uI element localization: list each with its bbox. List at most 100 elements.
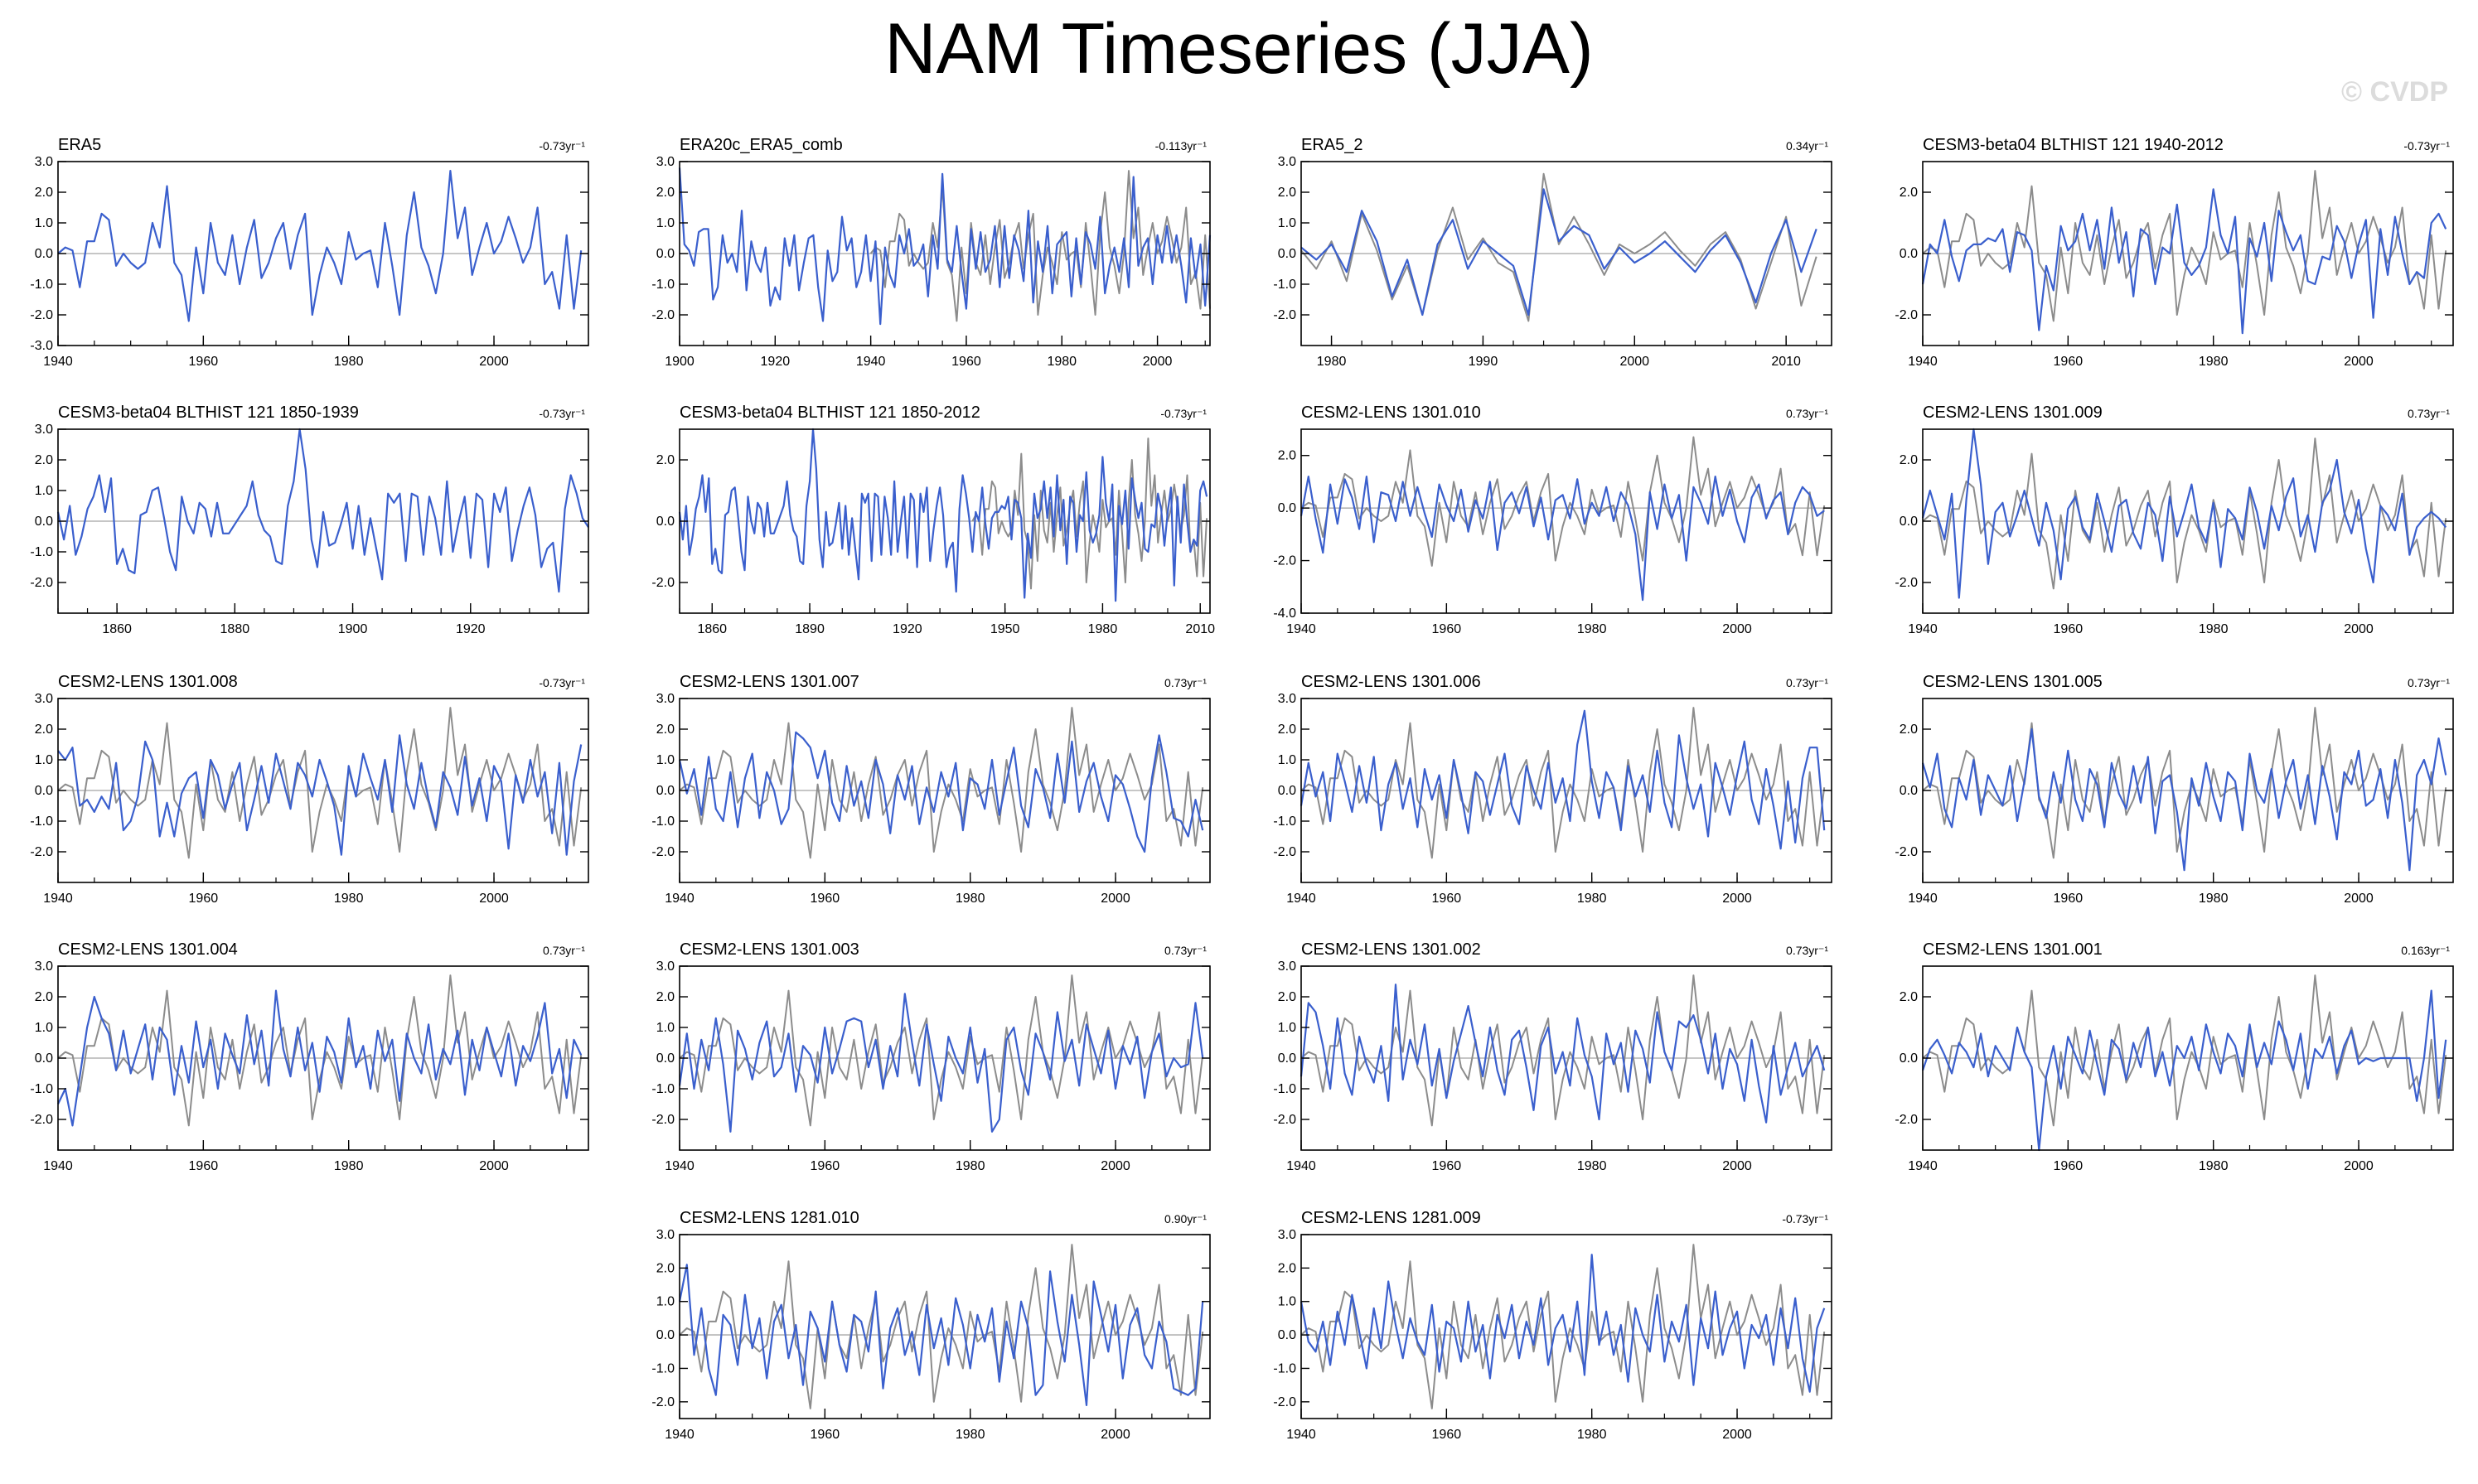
x-tick-label: 1900	[338, 622, 368, 636]
x-tick-label: 1980	[956, 1428, 985, 1442]
y-tick-label: -2.0	[651, 845, 675, 859]
trend-label: 0.163yr⁻¹	[2401, 944, 2450, 957]
x-tick-label: 1960	[189, 1159, 219, 1173]
chart-panel-9: CESM2-LENS 1301.007 0.73yr⁻¹ 3.0 2.0 1.0 0.0 -…	[651, 673, 1211, 906]
y-tick-label: 2.0	[1278, 990, 1296, 1004]
cvdp-watermark: © CVDP	[2341, 76, 2448, 108]
chart-panel-16: CESM2-LENS 1281.010 0.90yr⁻¹ 3.0 2.0 1.0 0.0 -…	[651, 1209, 1211, 1442]
x-tick-label: 2000	[2344, 1159, 2374, 1173]
obs-series-line	[1300, 1244, 1826, 1409]
model-series-line	[57, 734, 583, 856]
panel-title: ERA5_2	[1301, 136, 1363, 154]
x-tick-label: 1980	[2199, 622, 2229, 636]
y-tick-label: 0.0	[656, 515, 675, 529]
model-series-line	[678, 731, 1204, 853]
y-tick-label: 2.0	[1900, 990, 1918, 1004]
panel-title: CESM2-LENS 1281.009	[1301, 1209, 1481, 1227]
y-tick-label: -2.0	[651, 1113, 675, 1127]
trend-label: -0.73yr⁻¹	[539, 407, 585, 420]
x-tick-label: 1980	[2199, 892, 2229, 906]
x-tick-label: 2000	[479, 892, 509, 906]
chart-panel-6: CESM2-LENS 1301.010 0.73yr⁻¹ 2.0 0.0 -2.0 -4.…	[1273, 404, 1832, 636]
y-tick-label: -2.0	[30, 1113, 53, 1127]
y-tick-label: 3.0	[1278, 960, 1296, 974]
chart-panel-15: CESM2-LENS 1301.001 0.163yr⁻¹ 2.0 0.0 -2.0 19…	[1895, 940, 2454, 1173]
x-tick-label: 1940	[43, 1159, 73, 1173]
y-tick-label: -1.0	[30, 278, 53, 292]
panel-title: CESM2-LENS 1301.008	[58, 673, 238, 691]
obs-series-line	[679, 1244, 1204, 1409]
model-series-line	[678, 428, 1208, 602]
obs-series-line	[1922, 170, 2447, 322]
model-series-line	[1921, 989, 2447, 1152]
x-tick-label: 1960	[811, 1428, 840, 1442]
y-tick-label: 2.0	[1278, 449, 1296, 463]
y-tick-label: 0.0	[35, 247, 53, 261]
x-tick-label: 1980	[2199, 1159, 2229, 1173]
panel-title: CESM2-LENS 1301.004	[58, 940, 238, 959]
x-tick-label: 2000	[1619, 355, 1649, 369]
y-tick-label: 2.0	[1900, 186, 1918, 200]
y-tick-label: -2.0	[1273, 308, 1296, 322]
x-tick-label: 1940	[1908, 622, 1938, 636]
x-tick-label: 1960	[951, 355, 981, 369]
obs-series-line	[1300, 436, 1826, 567]
model-series-line	[678, 1264, 1204, 1406]
y-tick-label: 1.0	[35, 1021, 53, 1035]
chart-panel-4: CESM3-beta04 BLTHIST 121 1850-1939 -0.73y…	[30, 404, 589, 636]
model-series-line	[1299, 709, 1826, 850]
x-tick-label: 1980	[1317, 355, 1347, 369]
x-tick-label: 1950	[990, 622, 1020, 636]
y-tick-label: 3.0	[1278, 155, 1296, 169]
obs-series-line	[57, 707, 583, 859]
x-tick-label: 1860	[697, 622, 727, 636]
trend-label: 0.73yr⁻¹	[1786, 407, 1828, 420]
panel-title: CESM2-LENS 1301.005	[1923, 673, 2103, 691]
obs-series-line	[869, 170, 1211, 322]
x-tick-label: 1940	[1908, 892, 1938, 906]
model-series-line	[1299, 984, 1826, 1124]
obs-series-line	[1300, 172, 1817, 322]
model-series-line	[1300, 188, 1817, 317]
y-tick-label: 2.0	[1278, 1261, 1296, 1275]
y-tick-label: 0.0	[35, 1051, 53, 1066]
x-tick-label: 2000	[1101, 892, 1130, 906]
y-tick-label: 2.0	[656, 723, 675, 737]
y-tick-label: 0.0	[656, 247, 675, 261]
y-tick-label: 0.0	[1900, 1051, 1918, 1066]
model-series-line	[1299, 475, 1825, 602]
y-tick-label: 1.0	[35, 216, 53, 230]
y-tick-label: 2.0	[1900, 453, 1918, 467]
panel-title: CESM2-LENS 1301.002	[1301, 940, 1481, 959]
y-tick-label: 3.0	[1278, 1228, 1296, 1242]
x-tick-label: 2000	[1101, 1159, 1130, 1173]
obs-series-line	[1922, 707, 2447, 859]
x-tick-label: 1960	[1432, 622, 1462, 636]
panel-title: CESM2-LENS 1301.009	[1923, 404, 2103, 422]
y-tick-label: 3.0	[656, 1228, 675, 1242]
x-tick-label: 2010	[1185, 622, 1215, 636]
chart-panel-7: CESM2-LENS 1301.009 0.73yr⁻¹ 2.0 0.0 -2.0 194…	[1895, 404, 2454, 636]
x-tick-label: 1940	[665, 1159, 695, 1173]
x-tick-label: 1860	[102, 622, 132, 636]
chart-panel-13: CESM2-LENS 1301.003 0.73yr⁻¹ 3.0 2.0 1.0 0.0 -…	[651, 940, 1211, 1173]
y-tick-label: -2.0	[1895, 1113, 1918, 1127]
trend-label: -0.73yr⁻¹	[539, 139, 585, 152]
x-tick-label: 1940	[1908, 355, 1938, 369]
x-tick-label: 1980	[1577, 1159, 1607, 1173]
y-tick-label: -1.0	[1273, 815, 1296, 829]
obs-series-line	[1922, 974, 2447, 1127]
trend-label: 0.73yr⁻¹	[1164, 944, 1207, 957]
panel-title: CESM2-LENS 1301.007	[680, 673, 859, 691]
x-tick-label: 1960	[1432, 892, 1462, 906]
x-tick-label: 1960	[2054, 355, 2084, 369]
obs-series-line	[1300, 974, 1826, 1127]
y-tick-label: 1.0	[1278, 753, 1296, 767]
y-tick-label: 0.0	[1900, 247, 1918, 261]
y-tick-label: 1.0	[35, 753, 53, 767]
y-tick-label: 1.0	[656, 1021, 675, 1035]
y-tick-label: 0.0	[1278, 1328, 1296, 1342]
obs-series-line	[57, 974, 583, 1127]
y-tick-label: 3.0	[656, 960, 675, 974]
